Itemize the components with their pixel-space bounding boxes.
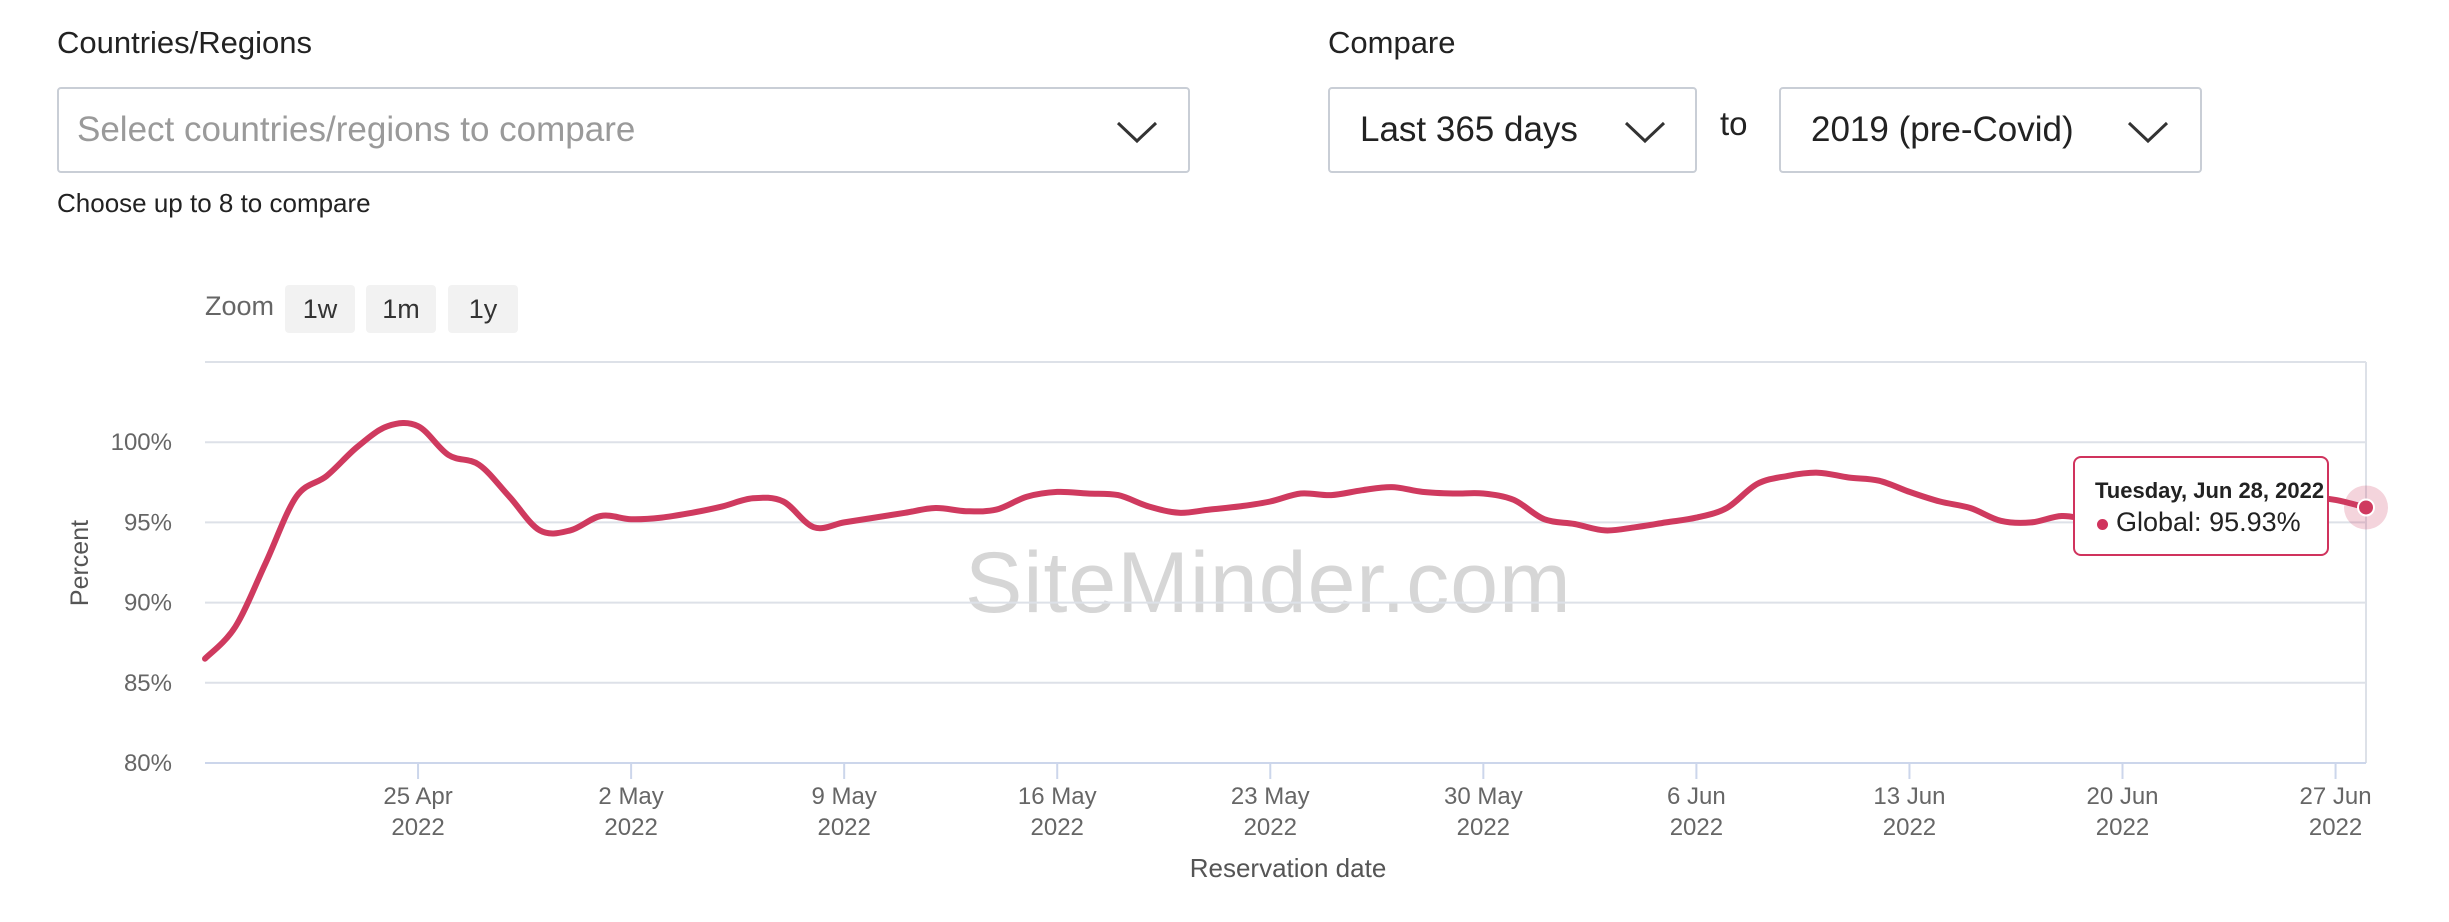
y-tick-label: 95%	[124, 509, 172, 536]
countries-select[interactable]: Select countries/regions to compare	[57, 87, 1190, 173]
chevron-down-icon	[2127, 121, 2169, 144]
hovered-point[interactable]	[2357, 498, 2375, 517]
y-tick-label: 100%	[111, 429, 172, 456]
x-tick-label: 9 May 2022	[811, 783, 876, 841]
compare-to-word: to	[1720, 105, 1748, 142]
y-tick-label: 90%	[124, 590, 172, 617]
line-chart[interactable]: 25 Apr 2022 2 May 2022 9 May 2022 16 May 2022 23…	[0, 340, 2449, 922]
x-tick-label: 27 Jun 2022	[2300, 783, 2372, 841]
zoom-label: Zoom	[205, 291, 275, 321]
x-tick-label: 25 Apr 2022	[383, 783, 452, 841]
tooltip-series-marker	[2097, 519, 2108, 530]
tooltip-series-name: Global	[2116, 507, 2195, 537]
compare-from-select[interactable]: Last 365 days	[1328, 87, 1697, 173]
x-tick-label: 13 Jun 2022	[1873, 783, 1945, 841]
countries-hint: Choose up to 8 to compare	[57, 188, 371, 218]
zoom-1y-button[interactable]: 1y	[448, 285, 518, 333]
compare-from-value: Last 365 days	[1360, 110, 1578, 149]
tooltip-date: Tuesday, Jun 28, 2022	[2095, 478, 2325, 503]
x-axis-label: Reservation date	[1190, 853, 1387, 883]
x-tick-label: 16 May 2022	[1018, 783, 1097, 841]
watermark-logo: SiteMinder.com	[965, 535, 1572, 631]
x-tick-label: 23 May 2022	[1231, 783, 1310, 841]
y-axis-label: Percent	[66, 520, 94, 606]
compare-to-value: 2019 (pre-Covid)	[1811, 110, 2074, 149]
chart-tooltip: Tuesday, Jun 28, 2022 Global: 95.93%	[2073, 456, 2329, 556]
series-line-global	[202, 420, 2369, 662]
compare-label: Compare	[1328, 25, 1456, 60]
zoom-1w-button[interactable]: 1w	[285, 285, 355, 333]
countries-label: Countries/Regions	[57, 25, 313, 60]
y-tick-label: 80%	[124, 750, 172, 777]
x-tick-label: 30 May 2022	[1444, 783, 1523, 841]
zoom-1m-button[interactable]: 1m	[366, 285, 436, 333]
x-tick-label: 20 Jun 2022	[2086, 783, 2158, 841]
tooltip-series-value: 95.93%	[2209, 507, 2301, 537]
compare-to-select[interactable]: 2019 (pre-Covid)	[1779, 87, 2202, 173]
chevron-down-icon	[1624, 121, 1666, 144]
x-tick-label: 2 May 2022	[598, 783, 663, 841]
x-tick-label: 6 Jun 2022	[1667, 783, 1726, 841]
y-tick-label: 85%	[124, 670, 172, 697]
countries-select-placeholder: Select countries/regions to compare	[77, 110, 636, 149]
chevron-down-icon	[1116, 121, 1158, 144]
tooltip-value: Global: 95.93%	[2116, 507, 2301, 537]
